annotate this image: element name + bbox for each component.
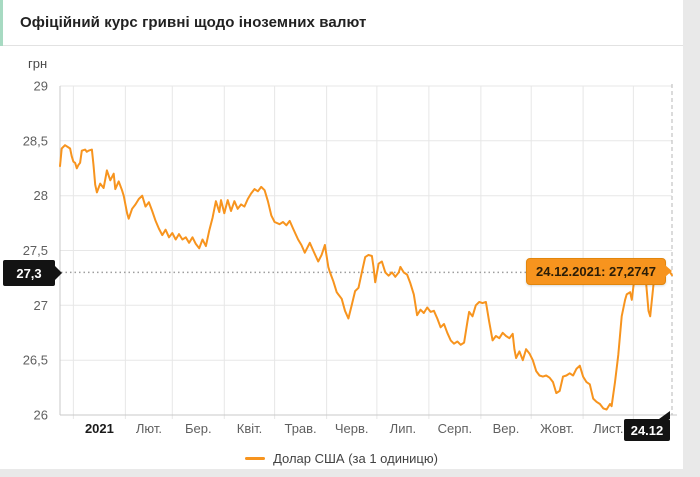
svg-text:Квіт.: Квіт. <box>237 421 263 436</box>
end-date-badge-text: 24.12 <box>630 422 664 438</box>
svg-text:28: 28 <box>34 188 48 203</box>
svg-text:28,5: 28,5 <box>23 133 48 148</box>
svg-text:29: 29 <box>34 79 48 94</box>
page-title: Офіційний курс гривні щодо іноземних вал… <box>20 14 367 31</box>
svg-text:Лист.: Лист. <box>593 421 623 436</box>
svg-text:Бер.: Бер. <box>185 421 212 436</box>
svg-text:Жовт.: Жовт. <box>540 421 574 436</box>
svg-text:27,5: 27,5 <box>23 243 48 258</box>
header-accent-bar <box>0 0 3 46</box>
svg-text:Вер.: Вер. <box>493 421 520 436</box>
svg-text:2021: 2021 <box>85 421 114 436</box>
svg-text:27: 27 <box>34 298 48 313</box>
svg-text:Трав.: Трав. <box>284 421 316 436</box>
exchange-rate-card: Офіційний курс гривні щодо іноземних вал… <box>0 0 683 469</box>
current-value-badge: 27,3 <box>3 260 62 286</box>
end-date-badge: 24.12 <box>624 411 670 441</box>
svg-text:Лип.: Лип. <box>390 421 416 436</box>
svg-text:Черв.: Черв. <box>335 421 369 436</box>
svg-text:26: 26 <box>34 408 48 423</box>
chart-tooltip-text: 24.12.2021: 27,2747 <box>536 264 656 279</box>
legend-line-marker <box>245 457 266 460</box>
usd-exchange-line-chart[interactable]: 29 28,5 28 27,5 27 26,5 26 2021 Лют. Бер. Квіт. Тра… <box>0 0 683 469</box>
chart-tooltip: 24.12.2021: 27,2747 <box>526 258 672 285</box>
svg-text:26,5: 26,5 <box>23 353 48 368</box>
svg-text:Лют.: Лют. <box>136 421 162 436</box>
current-value-badge-text: 27,3 <box>16 265 42 281</box>
card-header: Офіційний курс гривні щодо іноземних вал… <box>0 0 683 46</box>
y-axis-unit-label: грн <box>28 56 48 71</box>
svg-text:Серп.: Серп. <box>438 421 473 436</box>
legend[interactable]: Долар США (за 1 одиницю) <box>0 451 683 466</box>
legend-label: Долар США (за 1 одиницю) <box>273 451 438 466</box>
